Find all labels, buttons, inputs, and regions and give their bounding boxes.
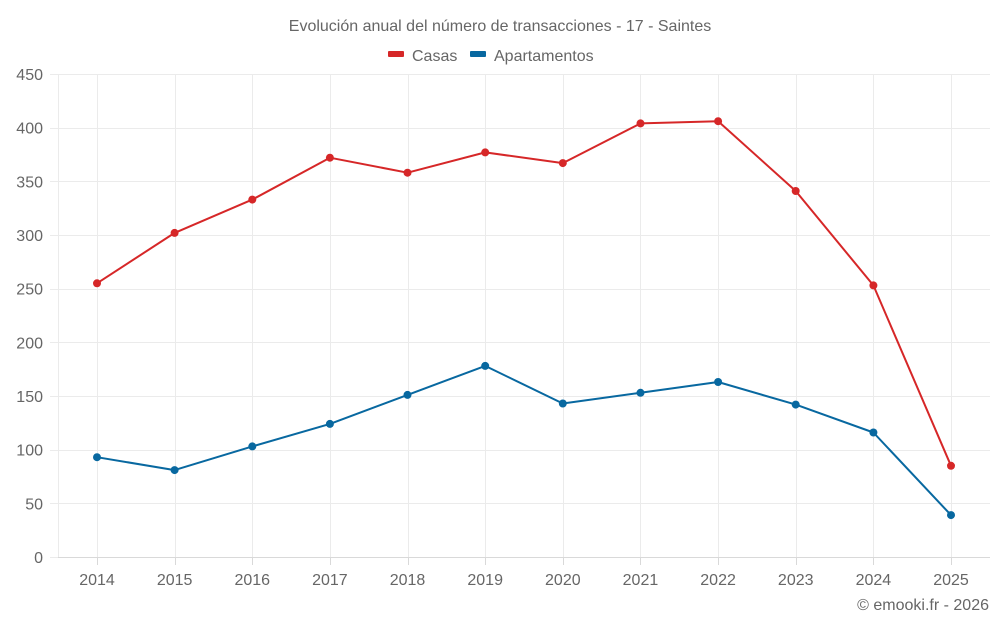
data-point[interactable] bbox=[248, 442, 257, 451]
y-axis: 0 50 100 150 200 250 300 350 400 450 bbox=[16, 67, 58, 567]
legend-label: Casas bbox=[412, 48, 457, 65]
series-line bbox=[96, 364, 952, 516]
legend: Casas Apartamentos bbox=[388, 48, 594, 65]
x-tick-label: 2021 bbox=[623, 572, 659, 589]
y-tick-label: 350 bbox=[16, 174, 43, 191]
data-point[interactable] bbox=[325, 153, 334, 162]
y-tick-label: 50 bbox=[25, 496, 43, 513]
x-tick-label: 2023 bbox=[778, 572, 814, 589]
data-point[interactable] bbox=[325, 419, 334, 428]
series-apartamentos bbox=[93, 361, 955, 520]
data-point[interactable] bbox=[791, 187, 800, 195]
data-point[interactable] bbox=[403, 390, 412, 399]
legend-swatch bbox=[388, 51, 404, 57]
data-point[interactable] bbox=[481, 148, 490, 157]
credit-text: © emooki.fr - 2026 bbox=[857, 597, 989, 614]
y-tick-label: 450 bbox=[16, 67, 43, 84]
data-point[interactable] bbox=[170, 228, 179, 237]
legend-label: Apartamentos bbox=[494, 48, 594, 65]
y-tick-label: 100 bbox=[16, 443, 43, 460]
x-tick-label: 2025 bbox=[933, 572, 969, 589]
y-tick-label: 400 bbox=[16, 121, 43, 138]
data-point[interactable] bbox=[170, 466, 179, 475]
y-tick-label: 0 bbox=[34, 550, 43, 567]
data-point[interactable] bbox=[248, 195, 257, 204]
x-tick-label: 2019 bbox=[467, 572, 503, 589]
x-tick-label: 2015 bbox=[157, 572, 193, 589]
data-point[interactable] bbox=[869, 428, 878, 437]
y-tick-label: 200 bbox=[16, 335, 43, 352]
legend-item-casas[interactable]: Casas bbox=[388, 48, 457, 65]
series-line bbox=[96, 120, 952, 467]
data-point[interactable] bbox=[93, 279, 101, 288]
series-layer bbox=[93, 117, 955, 520]
y-tick-label: 150 bbox=[16, 389, 43, 406]
series-casas bbox=[93, 117, 955, 470]
y-tick-label: 300 bbox=[16, 228, 43, 245]
x-tick-label: 2024 bbox=[856, 572, 892, 589]
x-tick-label: 2022 bbox=[700, 572, 736, 589]
legend-item-apartamentos[interactable]: Apartamentos bbox=[470, 48, 594, 65]
x-axis: 2014 2015 2016 2017 2018 2019 2020 2021 2022 2023… bbox=[58, 557, 990, 589]
x-tick-label: 2018 bbox=[390, 572, 426, 589]
grid bbox=[58, 74, 990, 557]
data-point[interactable] bbox=[869, 281, 878, 290]
data-point[interactable] bbox=[636, 388, 645, 397]
x-tick-label: 2016 bbox=[234, 572, 270, 589]
data-point[interactable] bbox=[947, 511, 955, 520]
data-point[interactable] bbox=[481, 361, 490, 370]
x-tick-label: 2017 bbox=[312, 572, 348, 589]
y-tick-label: 250 bbox=[16, 282, 43, 299]
data-point[interactable] bbox=[403, 168, 412, 177]
data-point[interactable] bbox=[93, 453, 101, 462]
legend-swatch bbox=[470, 51, 486, 57]
data-point[interactable] bbox=[947, 461, 955, 470]
chart-title: Evolución anual del número de transaccio… bbox=[289, 18, 711, 35]
x-tick-label: 2020 bbox=[545, 572, 581, 589]
x-tick-label: 2014 bbox=[79, 572, 115, 589]
data-point[interactable] bbox=[636, 119, 645, 128]
data-point[interactable] bbox=[714, 378, 723, 386]
data-point[interactable] bbox=[558, 159, 567, 168]
data-point[interactable] bbox=[558, 399, 567, 408]
data-point[interactable] bbox=[714, 117, 723, 126]
data-point[interactable] bbox=[791, 400, 800, 409]
